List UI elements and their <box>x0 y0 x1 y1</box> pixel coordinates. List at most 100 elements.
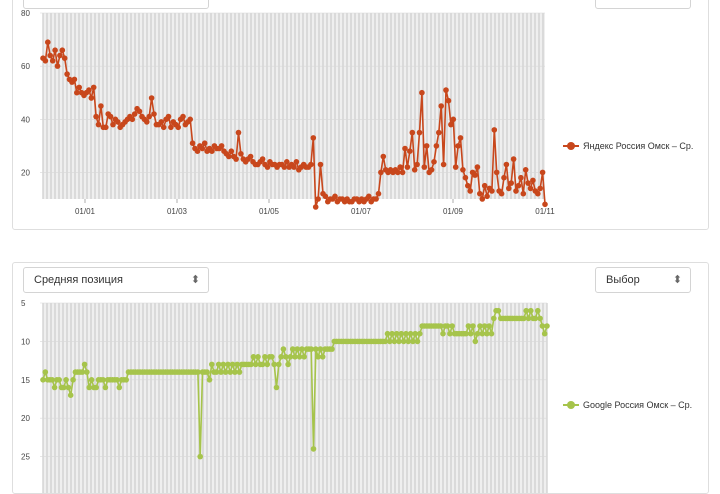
y-tick-label: 20 <box>21 168 30 177</box>
data-point <box>405 338 412 345</box>
data-point <box>131 111 138 117</box>
data-point <box>107 113 114 120</box>
data-point <box>455 143 461 149</box>
data-point <box>236 369 243 375</box>
data-point <box>522 167 529 173</box>
y-tick-label: 80 <box>21 9 30 18</box>
data-point <box>322 193 329 200</box>
data-point <box>449 323 456 329</box>
data-point <box>67 392 74 398</box>
data-point <box>264 361 271 368</box>
data-point <box>495 307 502 314</box>
data-point <box>293 159 300 165</box>
data-point <box>296 354 303 360</box>
data-point <box>47 52 53 59</box>
data-point <box>491 315 497 322</box>
data-point <box>88 377 95 383</box>
data-point <box>165 113 172 120</box>
data-point <box>79 369 86 375</box>
data-point <box>409 129 416 136</box>
data-point <box>421 164 428 170</box>
data-point <box>544 323 550 329</box>
data-point <box>518 174 524 181</box>
data-point <box>213 369 220 375</box>
choice-select-top[interactable] <box>595 0 691 9</box>
data-point <box>51 384 58 391</box>
data-point <box>395 169 401 176</box>
data-point <box>284 159 290 165</box>
y-tick-label: 5 <box>21 299 26 308</box>
google-legend-label: Google Россия Омск – Ср. <box>583 400 693 410</box>
data-point <box>510 156 517 162</box>
data-point <box>384 330 391 337</box>
y-tick-label: 25 <box>21 453 30 462</box>
data-point <box>416 129 423 136</box>
data-point <box>398 330 405 337</box>
data-point <box>114 377 120 383</box>
data-point <box>110 121 116 128</box>
data-point <box>465 323 472 329</box>
google-legend-item[interactable]: Google Россия Омск – Ср. <box>563 400 692 410</box>
x-tick-label: 01/11 <box>535 207 555 216</box>
data-point <box>209 361 215 368</box>
data-point <box>484 330 490 337</box>
data-point <box>255 354 261 360</box>
data-point <box>525 180 531 186</box>
data-point <box>402 145 408 152</box>
data-point <box>535 190 541 197</box>
data-point <box>42 58 49 64</box>
data-point <box>199 145 206 152</box>
data-point <box>93 113 99 120</box>
data-point <box>229 361 236 368</box>
data-point <box>393 330 400 337</box>
data-point <box>412 330 419 337</box>
yandex-legend-item[interactable]: Яндекс Россия Омск – Ср. <box>563 141 693 151</box>
data-point <box>462 174 469 181</box>
legend-marker-icon <box>563 142 579 150</box>
data-point <box>484 193 490 200</box>
data-point <box>180 113 186 120</box>
x-tick-label: 01/09 <box>443 207 464 216</box>
data-point <box>537 185 543 192</box>
data-point <box>59 47 66 53</box>
data-point <box>542 201 548 208</box>
data-point <box>530 177 536 184</box>
data-point <box>227 369 234 375</box>
data-point <box>400 338 407 345</box>
data-point <box>414 338 421 345</box>
data-point <box>373 196 379 202</box>
metric-select[interactable]: Средняя позиция ⬍ <box>23 267 209 293</box>
data-point <box>259 361 266 368</box>
data-point <box>218 369 224 375</box>
data-point <box>225 361 231 368</box>
yandex-chart-panel: 20 40 60 80 01/01 01/03 01/05 01/07 01/09 01/11 Я… <box>12 0 709 230</box>
data-point <box>250 354 257 360</box>
data-point <box>86 87 92 93</box>
data-point <box>175 124 181 131</box>
data-point <box>220 361 227 368</box>
data-point <box>86 384 92 391</box>
data-point <box>382 338 389 345</box>
data-point <box>477 190 483 197</box>
x-tick-label: 01/05 <box>259 207 280 216</box>
data-point <box>431 159 437 165</box>
data-point <box>410 338 416 345</box>
data-point <box>535 307 541 314</box>
data-point <box>278 354 284 360</box>
data-point <box>197 453 203 460</box>
data-point <box>233 156 239 162</box>
data-point <box>292 354 298 360</box>
data-point <box>537 315 543 322</box>
metric-select-top[interactable] <box>23 0 209 9</box>
data-point <box>262 354 268 360</box>
data-point <box>447 330 453 337</box>
data-point <box>399 169 406 176</box>
data-point <box>411 167 418 173</box>
choice-select[interactable]: Выбор ⬍ <box>595 267 691 293</box>
data-point <box>308 161 314 168</box>
data-point <box>407 148 413 154</box>
data-point <box>189 140 196 146</box>
data-point <box>498 190 505 197</box>
data-point <box>450 116 457 123</box>
data-point <box>463 330 469 337</box>
